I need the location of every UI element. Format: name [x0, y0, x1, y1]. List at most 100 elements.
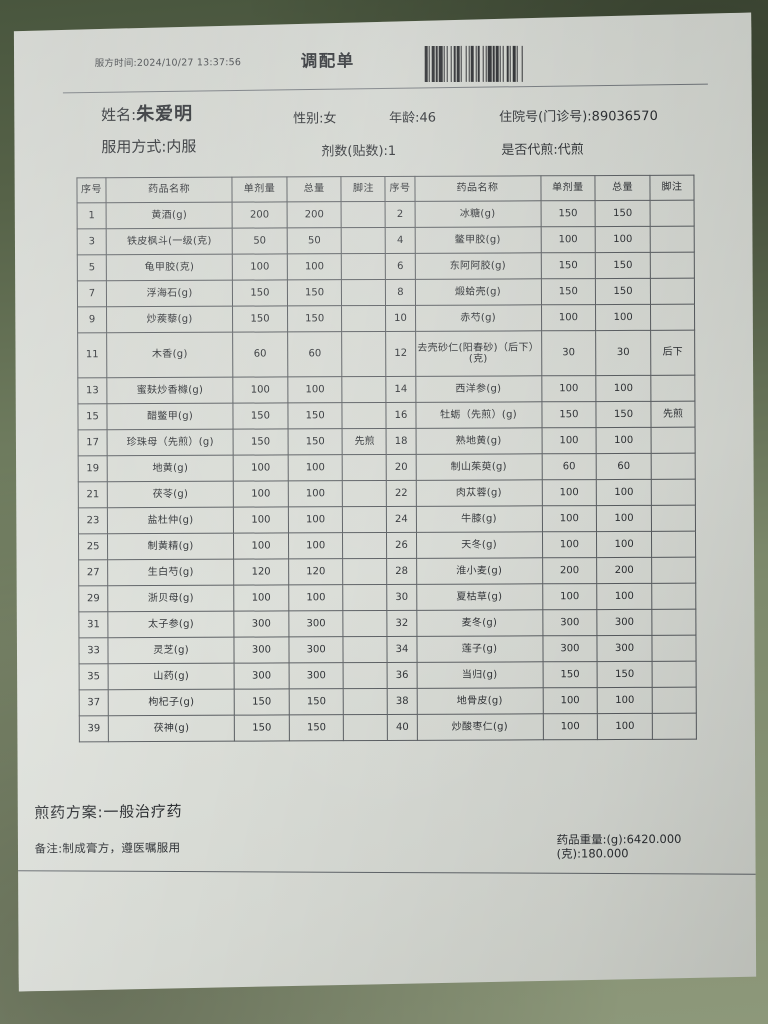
row-total-left: 150	[287, 306, 342, 332]
row-no-left: 33	[79, 638, 108, 664]
row-dose-right: 150	[541, 279, 596, 305]
row-name-left: 生白芍(g)	[108, 559, 234, 586]
row-total-left: 300	[289, 663, 344, 689]
decoct-field: 是否代煎:代煎	[501, 138, 584, 158]
row-note-right	[651, 531, 695, 557]
row-name-right: 夏枯草(g)	[416, 584, 542, 611]
row-name-left: 茯神(g)	[108, 715, 234, 742]
row-name-left: 浮海石(g)	[106, 280, 232, 307]
inpatient-number-field: 住院号(门诊号):89036570	[499, 105, 658, 125]
col-header-note-left: 脚注	[341, 176, 385, 201]
usage-field: 服用方式:内服	[101, 135, 196, 157]
row-no-left: 7	[77, 281, 106, 307]
row-dose-left: 60	[233, 332, 288, 377]
usage-label: 服用方式:	[101, 137, 167, 157]
row-dose-left: 300	[234, 637, 289, 663]
row-note-right	[651, 479, 695, 505]
row-total-right: 150	[596, 252, 651, 278]
patient-name-field: 姓名:朱爱明	[101, 99, 193, 126]
row-note-right	[652, 635, 696, 661]
row-note-left	[343, 584, 387, 610]
table-row: 29 浙贝母(g) 100 100 30 夏枯草(g) 100 100	[79, 583, 696, 612]
row-no-left: 29	[79, 586, 108, 612]
table-row: 39 茯神(g) 150 150 40 炒酸枣仁(g) 100 100	[79, 713, 696, 742]
row-no-left: 37	[79, 690, 108, 716]
row-total-left: 300	[289, 611, 344, 637]
row-note-right	[650, 252, 694, 278]
row-total-left: 150	[288, 429, 343, 455]
row-note-left	[342, 279, 386, 305]
col-header-name-right: 药品名称	[414, 176, 540, 202]
row-no-left: 17	[78, 430, 107, 456]
col-header-dose-left: 单剂量	[232, 177, 287, 202]
row-note-left	[343, 454, 387, 480]
row-dose-right: 150	[541, 253, 596, 279]
row-dose-left: 150	[233, 306, 288, 332]
row-total-left: 50	[287, 228, 342, 254]
row-total-left: 120	[288, 559, 343, 585]
row-total-right: 100	[597, 687, 652, 713]
row-total-right: 150	[595, 200, 650, 226]
row-name-left: 蜜麸炒香橼(g)	[107, 377, 233, 404]
row-note-right	[652, 557, 696, 583]
row-total-right: 100	[596, 427, 651, 453]
row-name-left: 盐杜仲(g)	[107, 507, 233, 534]
row-note-left	[343, 532, 387, 558]
remark: 备注:制成膏方，遵医嘱服用	[35, 840, 181, 857]
patient-sex-label: 性别:	[293, 111, 324, 127]
table-header-row: 序号 药品名称 单剂量 总量 脚注 序号 药品名称 单剂量 总量 脚注	[77, 175, 694, 203]
table-row: 23 盐杜仲(g) 100 100 24 牛膝(g) 100 100	[78, 505, 695, 534]
col-header-total-right: 总量	[595, 175, 650, 200]
row-note-left	[342, 201, 386, 227]
row-no-left: 39	[79, 716, 108, 742]
row-dose-left: 200	[232, 202, 287, 228]
row-no-right: 8	[386, 279, 415, 305]
row-name-left: 炒蒺藜(g)	[107, 306, 233, 333]
remark-label: 备注:	[34, 841, 63, 856]
row-dose-left: 100	[233, 507, 288, 533]
row-name-left: 浙贝母(g)	[108, 585, 234, 612]
table-row: 25 制黄精(g) 100 100 26 天冬(g) 100 100	[78, 531, 695, 560]
row-dose-left: 300	[234, 663, 289, 689]
decoct-value: 代煎	[557, 142, 584, 158]
row-dose-left: 150	[233, 403, 288, 429]
document-title: 调配单	[300, 51, 355, 71]
row-total-left: 100	[288, 507, 343, 533]
table-row: 13 蜜麸炒香橼(g) 100 100 14 西洋参(g) 100 100	[78, 375, 695, 404]
col-header-dose-right: 单剂量	[540, 176, 595, 201]
row-dose-left: 100	[233, 455, 288, 481]
patient-age-label: 年龄:	[389, 110, 420, 126]
row-note-right	[651, 375, 695, 401]
row-name-left: 黄酒(g)	[106, 202, 232, 229]
row-total-right: 300	[597, 609, 652, 635]
row-dose-right: 300	[542, 636, 597, 662]
usage-value: 内服	[166, 137, 197, 156]
row-total-right: 60	[596, 453, 651, 479]
row-dose-left: 120	[234, 559, 289, 585]
row-no-right: 6	[386, 253, 415, 279]
row-dose-left: 150	[233, 280, 288, 306]
medicine-table-body: 1 黄酒(g) 200 200 2 冰糖(g) 150 150 3 铁皮枫斗(一级(克) 50 50 4…	[77, 200, 696, 742]
row-dose-left: 100	[232, 254, 287, 280]
row-total-left: 200	[287, 202, 342, 228]
row-total-left: 100	[288, 481, 343, 507]
row-name-right: 西洋参(g)	[415, 376, 541, 403]
col-header-note-right: 脚注	[650, 175, 694, 200]
row-total-right: 150	[596, 401, 651, 427]
row-no-right: 12	[386, 331, 415, 376]
row-name-left: 珍珠母（先煎）(g)	[107, 429, 233, 456]
table-row: 11 木香(g) 60 60 12 去壳砂仁(阳春砂)（后下）(克) 30 30 后下	[78, 330, 695, 378]
row-no-right: 24	[387, 506, 416, 532]
row-name-right: 淮小麦(g)	[416, 558, 542, 585]
row-note-left: 先煎	[343, 428, 387, 454]
row-no-right: 36	[388, 662, 417, 688]
row-total-right: 300	[597, 635, 652, 661]
footer-divider	[17, 870, 759, 874]
row-no-left: 15	[78, 404, 107, 430]
row-no-right: 32	[387, 610, 416, 636]
row-note-left	[342, 305, 386, 331]
row-name-right: 炒酸枣仁(g)	[417, 714, 543, 741]
row-note-right	[652, 713, 696, 739]
row-name-left: 制黄精(g)	[108, 533, 234, 560]
table-row: 3 铁皮枫斗(一级(克) 50 50 4 鳖甲胶(g) 100 100	[77, 226, 694, 255]
